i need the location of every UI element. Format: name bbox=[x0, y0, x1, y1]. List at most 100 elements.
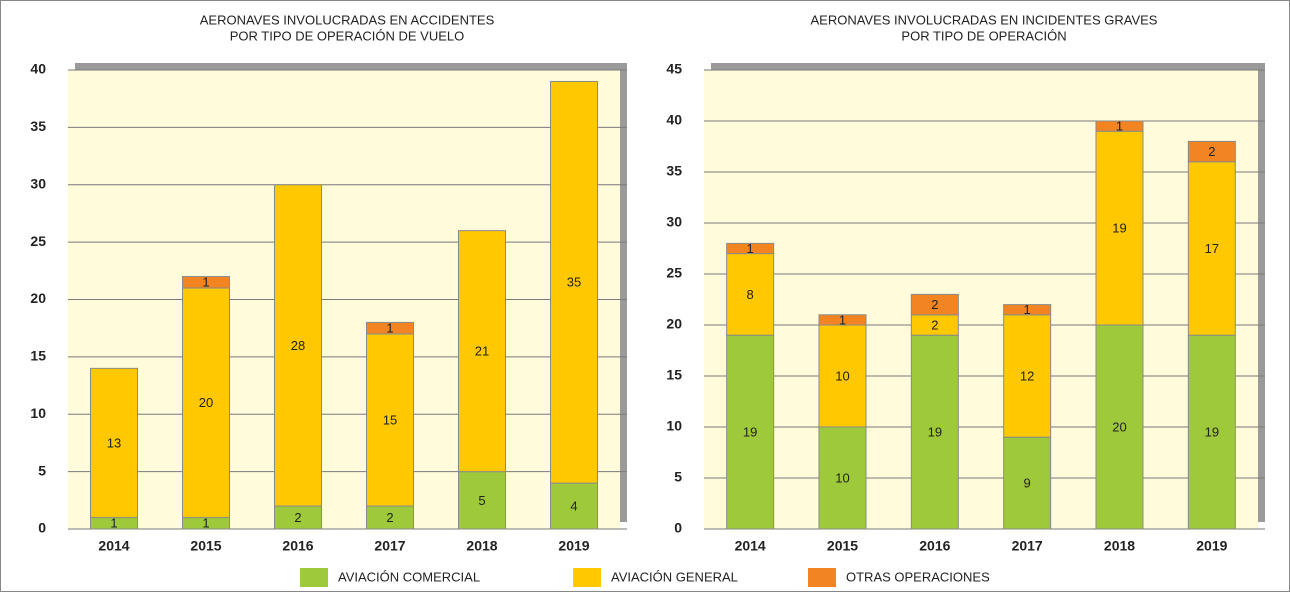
bar-segment bbox=[1095, 120, 1144, 132]
y-tick-label: 25 bbox=[666, 265, 682, 281]
bar-segment bbox=[366, 333, 414, 507]
bar-segment bbox=[1187, 140, 1236, 163]
y-tick-label: 10 bbox=[30, 405, 46, 421]
y-tick-label: 40 bbox=[30, 61, 46, 77]
y-tick-label: 25 bbox=[30, 233, 46, 249]
bar-segment bbox=[90, 367, 138, 519]
bar-segment bbox=[726, 253, 775, 336]
bar-segment bbox=[1187, 161, 1236, 336]
bar-segment bbox=[550, 482, 598, 530]
x-tick-label: 2019 bbox=[1196, 538, 1227, 554]
y-tick-label: 35 bbox=[30, 118, 46, 134]
value-label: 35 bbox=[567, 275, 581, 290]
bar-segment bbox=[726, 242, 775, 255]
plot-area bbox=[704, 70, 1258, 529]
bar-segment bbox=[182, 287, 230, 519]
y-tick-label: 0 bbox=[674, 520, 682, 536]
x-tick-label: 2014 bbox=[98, 538, 129, 554]
value-label: 2 bbox=[294, 510, 301, 525]
value-label: 17 bbox=[1205, 241, 1219, 256]
value-label: 1 bbox=[110, 516, 117, 531]
y-tick-label: 30 bbox=[30, 175, 46, 191]
bar-segment bbox=[818, 314, 867, 326]
x-tick-label: 2017 bbox=[1012, 538, 1043, 554]
bar-segment bbox=[550, 80, 598, 484]
bar-segment bbox=[458, 471, 506, 530]
x-tick-label: 2017 bbox=[374, 538, 405, 554]
bar-segment bbox=[274, 184, 322, 507]
value-label: 19 bbox=[928, 425, 942, 440]
legend-label: AVIACIÓN COMERCIAL bbox=[338, 569, 480, 584]
chart-title: AERONAVES INVOLUCRADAS EN INCIDENTES GRA… bbox=[811, 12, 1158, 27]
x-tick-label: 2015 bbox=[190, 538, 221, 554]
x-tick-label: 2016 bbox=[282, 538, 313, 554]
value-label: 19 bbox=[743, 425, 757, 440]
value-label: 15 bbox=[383, 412, 397, 427]
bar-segment bbox=[910, 334, 959, 530]
value-label: 4 bbox=[570, 498, 577, 513]
bar-segment bbox=[1187, 334, 1236, 530]
x-tick-label: 2018 bbox=[1104, 538, 1135, 554]
bar-segment bbox=[1003, 304, 1052, 316]
y-tick-label: 40 bbox=[666, 112, 682, 128]
x-tick-label: 2015 bbox=[827, 538, 858, 554]
legend-label: AVIACIÓN GENERAL bbox=[611, 569, 738, 584]
y-tick-label: 20 bbox=[666, 316, 682, 332]
value-label: 1 bbox=[1116, 119, 1123, 134]
bar-segment bbox=[818, 324, 867, 428]
y-tick-label: 0 bbox=[38, 520, 46, 536]
y-tick-label: 20 bbox=[30, 290, 46, 306]
value-label: 1 bbox=[202, 275, 209, 290]
value-label: 2 bbox=[386, 510, 393, 525]
bar-segment bbox=[1003, 436, 1052, 530]
value-label: 1 bbox=[1024, 302, 1031, 317]
value-label: 8 bbox=[747, 287, 754, 302]
legend-swatch bbox=[300, 568, 328, 587]
y-tick-label: 30 bbox=[666, 214, 682, 230]
x-tick-label: 2014 bbox=[735, 538, 766, 554]
y-tick-label: 10 bbox=[666, 418, 682, 434]
chart-title: AERONAVES INVOLUCRADAS EN ACCIDENTES bbox=[200, 12, 495, 27]
y-tick-label: 45 bbox=[666, 61, 682, 77]
value-label: 2 bbox=[1208, 144, 1215, 159]
legend-swatch bbox=[808, 568, 836, 587]
value-label: 20 bbox=[199, 395, 213, 410]
y-tick-label: 15 bbox=[30, 348, 46, 364]
y-tick-label: 15 bbox=[666, 367, 682, 383]
y-tick-label: 5 bbox=[38, 462, 46, 478]
y-tick-label: 5 bbox=[674, 469, 682, 485]
value-label: 10 bbox=[835, 368, 849, 383]
value-label: 5 bbox=[478, 493, 485, 508]
legend-swatch bbox=[573, 568, 601, 587]
value-label: 13 bbox=[107, 435, 121, 450]
value-label: 20 bbox=[1112, 419, 1126, 434]
chart-title: POR TIPO DE OPERACIÓN DE VUELO bbox=[230, 28, 465, 43]
legend-label: OTRAS OPERACIONES bbox=[846, 569, 990, 584]
value-label: 2 bbox=[931, 297, 938, 312]
value-label: 19 bbox=[1205, 425, 1219, 440]
value-label: 1 bbox=[202, 516, 209, 531]
bar-segment bbox=[818, 426, 867, 530]
value-label: 12 bbox=[1020, 368, 1034, 383]
y-tick-label: 35 bbox=[666, 163, 682, 179]
x-tick-label: 2016 bbox=[919, 538, 950, 554]
bar-segment bbox=[458, 230, 506, 473]
bar-segment bbox=[182, 276, 230, 289]
value-label: 28 bbox=[291, 338, 305, 353]
bar-segment bbox=[910, 293, 959, 316]
x-tick-label: 2018 bbox=[466, 538, 497, 554]
value-label: 21 bbox=[475, 344, 489, 359]
value-label: 1 bbox=[839, 312, 846, 327]
value-label: 10 bbox=[835, 470, 849, 485]
bar-segment bbox=[1095, 324, 1144, 530]
value-label: 1 bbox=[386, 321, 393, 336]
bar-segment bbox=[366, 321, 414, 335]
value-label: 9 bbox=[1024, 476, 1031, 491]
bar-segment bbox=[1095, 130, 1144, 326]
x-tick-label: 2019 bbox=[558, 538, 589, 554]
value-label: 19 bbox=[1112, 221, 1126, 236]
value-label: 2 bbox=[931, 317, 938, 332]
chart-title: POR TIPO DE OPERACIÓN bbox=[901, 28, 1066, 43]
value-label: 1 bbox=[747, 241, 754, 256]
